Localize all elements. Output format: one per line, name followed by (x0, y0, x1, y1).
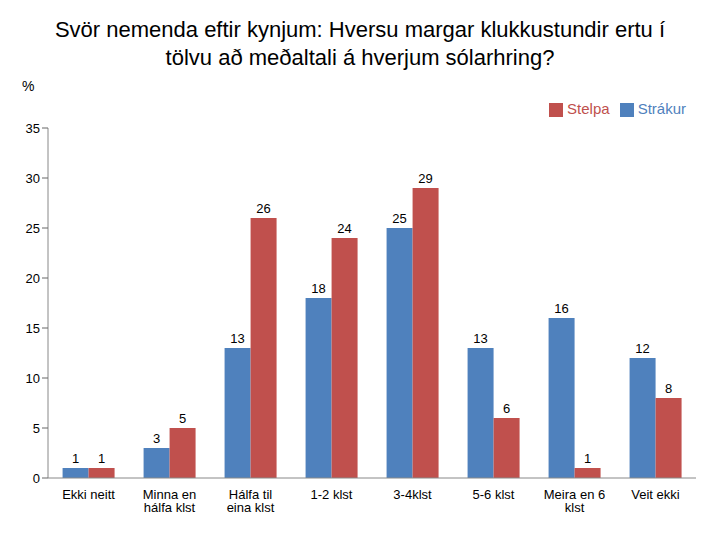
svg-text:5: 5 (179, 411, 186, 426)
svg-text:35: 35 (26, 121, 40, 136)
svg-text:8: 8 (665, 381, 672, 396)
svg-text:16: 16 (554, 301, 568, 316)
svg-text:3: 3 (153, 431, 160, 446)
svg-text:Hálfa tileina klst: Hálfa tileina klst (227, 487, 275, 515)
svg-text:25: 25 (26, 221, 40, 236)
svg-text:1: 1 (584, 451, 591, 466)
svg-text:13: 13 (230, 331, 244, 346)
svg-text:5-6 klst: 5-6 klst (473, 487, 515, 502)
svg-text:1: 1 (72, 451, 79, 466)
svg-text:20: 20 (26, 271, 40, 286)
svg-text:30: 30 (26, 171, 40, 186)
svg-text:Ekki neitt: Ekki neitt (62, 487, 115, 502)
html-text:Strákur: Strákur (637, 100, 686, 117)
svg-text:3-4klst: 3-4klst (393, 487, 432, 502)
html-text:Svör nemenda eftir kynjum: Hve: Svör nemenda eftir kynjum: Hversu margar… (54, 17, 666, 70)
svg-text:24: 24 (337, 221, 351, 236)
svg-text:Minna enhálfa klst: Minna enhálfa klst (143, 487, 196, 515)
svg-text:5: 5 (33, 421, 40, 436)
svg-text:29: 29 (418, 171, 432, 186)
svg-text:18: 18 (311, 281, 325, 296)
svg-text:0: 0 (33, 471, 40, 486)
svg-text:1: 1 (98, 451, 105, 466)
svg-text:10: 10 (26, 371, 40, 386)
svg-text:1-2 klst: 1-2 klst (311, 487, 353, 502)
svg-text:25: 25 (392, 211, 406, 226)
svg-text:26: 26 (256, 201, 270, 216)
svg-text:13: 13 (473, 331, 487, 346)
svg-text:Veit ekki: Veit ekki (631, 487, 680, 502)
svg-text:6: 6 (503, 401, 510, 416)
svg-text:Meira en 6klst: Meira en 6klst (544, 487, 605, 515)
svg-text:12: 12 (635, 341, 649, 356)
html-text:Stelpa: Stelpa (567, 100, 610, 117)
svg-text:15: 15 (26, 321, 40, 336)
